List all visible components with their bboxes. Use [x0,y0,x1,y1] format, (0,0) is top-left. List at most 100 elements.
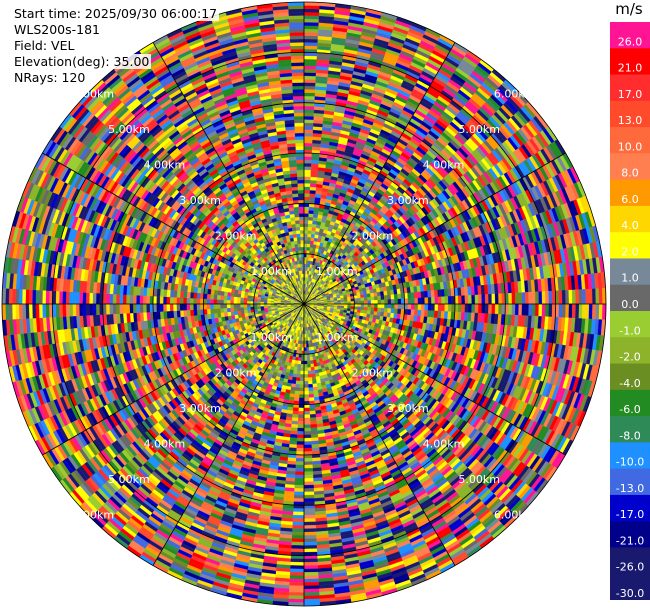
gate [447,296,452,305]
gate [521,292,526,305]
gate [357,297,362,302]
gate [303,193,310,197]
gate [303,25,319,30]
gate [481,303,486,314]
gate [303,183,311,187]
gate [548,303,553,318]
gate [407,303,412,310]
gate [347,298,352,302]
gate [303,11,320,16]
gate [367,307,372,312]
gate [592,303,597,320]
gate [514,292,519,305]
gate [488,294,493,305]
gate [303,179,311,184]
gate [370,310,375,316]
gate [441,303,446,312]
gate [424,303,429,311]
gate [383,295,388,300]
gate [598,303,603,320]
gate [357,303,362,308]
gate [303,132,314,137]
gate [303,5,320,10]
gate [578,303,583,319]
gate [414,303,419,311]
gate [303,250,307,254]
gate [528,291,533,305]
gate [538,291,543,305]
gate [384,299,389,305]
gate [303,75,317,80]
gate [303,65,317,70]
gate [303,82,316,87]
gate [433,310,439,319]
gate [525,303,529,316]
gate [424,297,429,305]
gate [308,206,315,211]
gate [303,136,313,140]
gate [303,176,311,181]
gate [366,293,371,298]
gate [417,303,422,311]
gate [303,142,313,147]
gate [514,303,519,316]
gate [437,296,442,305]
gate [303,79,316,83]
gate [478,294,482,305]
gate [431,297,436,305]
gate [414,297,419,305]
gate [585,303,590,320]
gate [437,303,442,312]
gate [387,294,392,300]
gate [377,295,382,301]
gate [565,289,570,305]
gate [303,15,320,20]
gate [354,303,358,307]
gate [310,169,319,175]
gate [434,296,439,305]
gate [370,300,375,305]
gate [484,303,489,314]
gate [471,303,476,314]
gate [380,299,385,305]
gate [303,159,312,164]
gate [303,119,314,124]
gate [568,289,573,305]
gate [421,297,425,305]
gate [387,303,392,309]
gate [383,290,388,296]
gate [370,307,375,312]
gate [447,303,452,312]
gate [303,219,309,224]
gate [464,303,469,313]
gate [303,89,316,94]
gate [511,303,516,316]
gate [370,303,375,308]
gate [303,45,318,50]
gate [397,293,402,300]
gate [303,213,309,218]
gate [518,292,523,305]
gate [538,303,543,317]
gate [307,236,312,241]
gate [303,146,313,151]
gate [427,303,432,311]
gate [585,288,590,305]
gate [394,303,399,310]
gate [411,303,415,310]
gate [393,294,398,300]
gate [303,216,309,221]
gate [578,289,583,305]
gate [357,300,362,305]
gate [308,213,314,218]
gate [468,295,472,305]
gate [303,8,320,13]
gate [367,303,372,308]
gate [390,308,395,314]
gate [303,186,311,191]
gate [423,290,429,298]
gate [303,172,311,177]
gate [303,68,317,73]
gate [303,156,312,161]
gate [531,303,536,317]
